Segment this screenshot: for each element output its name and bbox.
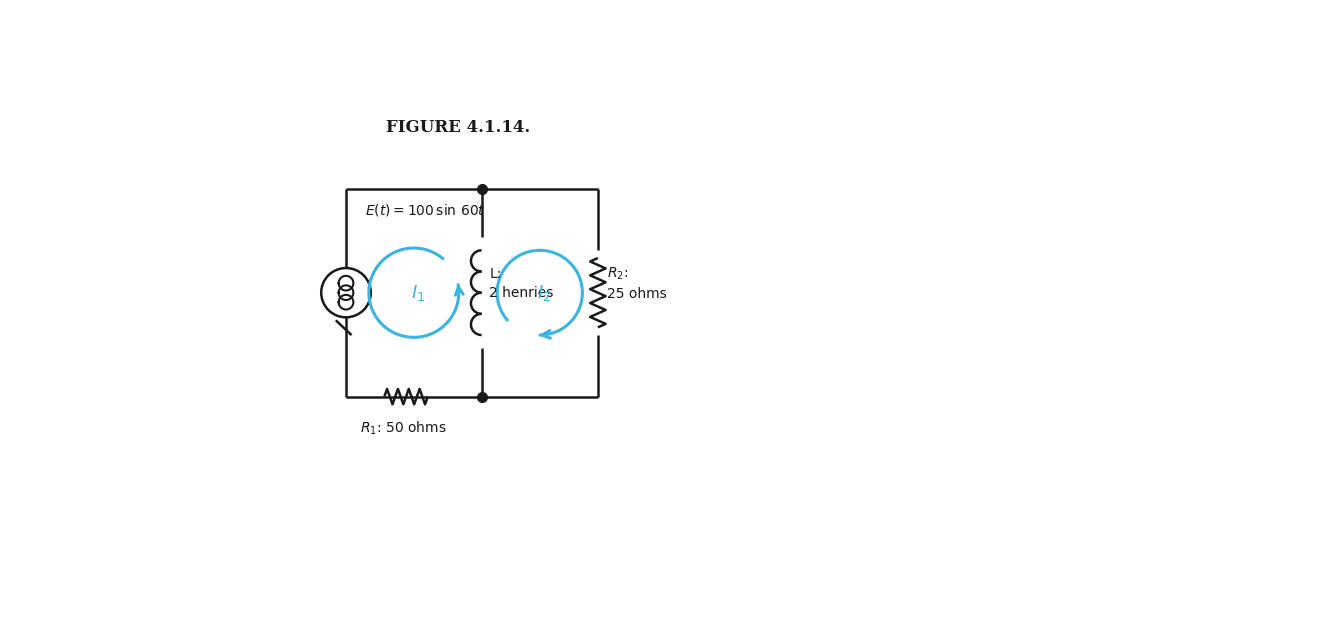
- Text: $R_1$: 50 ohms: $R_1$: 50 ohms: [360, 420, 447, 437]
- Text: L:
2 henries: L: 2 henries: [490, 267, 554, 300]
- Text: $E(t) = 100\,\sin\,60t$: $E(t) = 100\,\sin\,60t$: [365, 202, 486, 218]
- Text: $I_2$: $I_2$: [537, 283, 550, 303]
- Text: $R_2$:
25 ohms: $R_2$: 25 ohms: [607, 266, 667, 301]
- Text: $I_1$: $I_1$: [411, 283, 425, 303]
- Text: FIGURE 4.1.14.: FIGURE 4.1.14.: [386, 118, 530, 136]
